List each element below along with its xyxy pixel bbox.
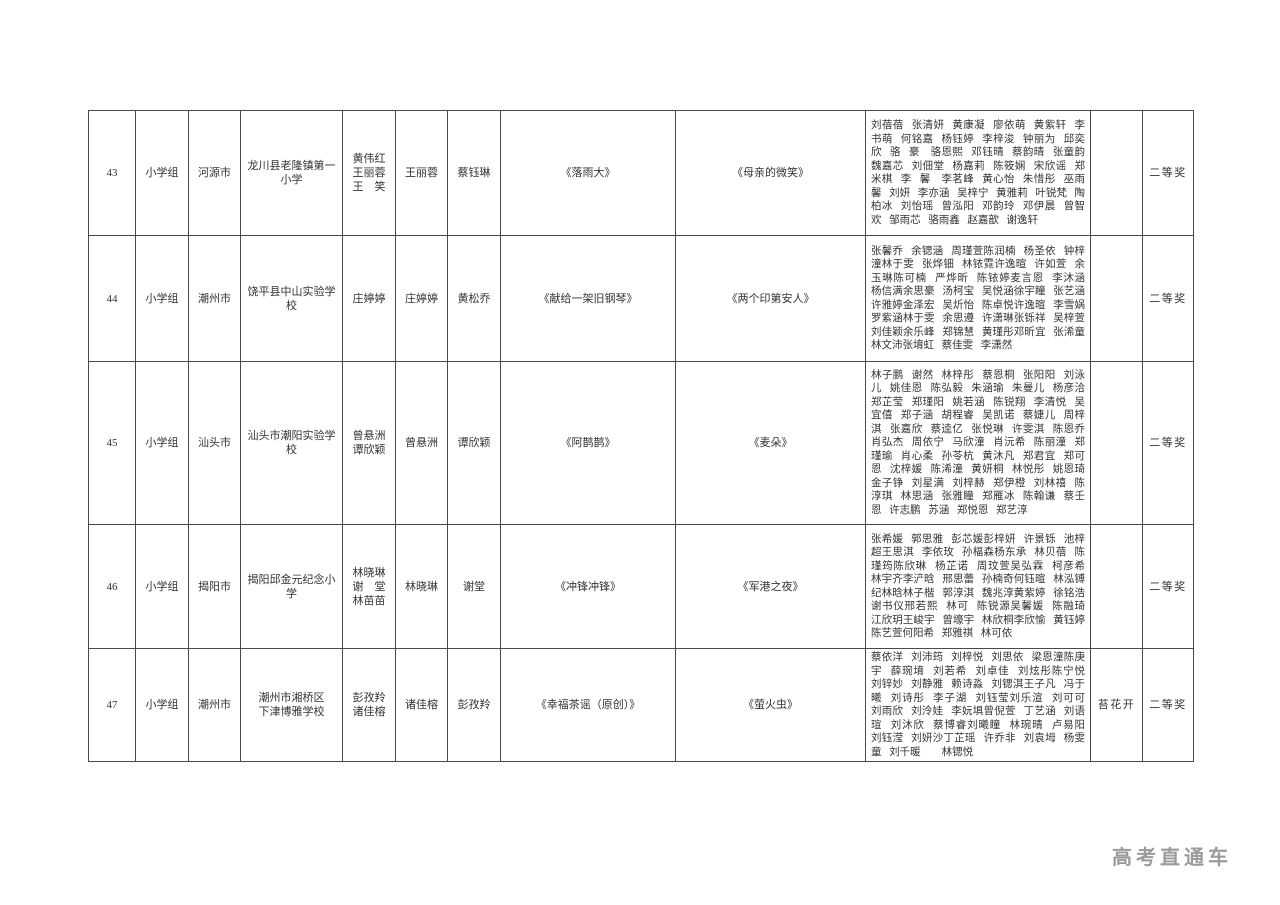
cell-number: 47 [88, 648, 136, 762]
cell-students: 张馨乔 余锶涵 周瑾萱陈润楠 杨圣依 钟梓潼林于雯 张烨钿 林铱霓许逸暄 许如萱… [865, 235, 1091, 362]
cell-note [1090, 361, 1143, 525]
cell-conductor: 林晓琳 [395, 524, 448, 649]
cell-school: 潮州市湘桥区 下津博雅学校 [240, 648, 343, 762]
cell-group: 小学组 [135, 361, 189, 525]
cell-city: 河源市 [188, 110, 241, 236]
cell-conductor: 诸佳榕 [395, 648, 448, 762]
cell-students: 林子鹏 谢然 林梓彤 蔡恩桐 张阳阳 刘泳儿 姚佳恩 陈弘毅 朱涵瑜 朱曼儿 杨… [865, 361, 1091, 525]
cell-note [1090, 110, 1143, 236]
cell-teachers: 林晓琳 谢 堂 林苗苗 [342, 524, 396, 649]
cell-accompanist: 彭孜羚 [447, 648, 501, 762]
cell-teachers: 曾悬洲 谭欣颖 [342, 361, 396, 525]
cell-song2: 《萤火虫》 [675, 648, 866, 762]
cell-song2: 《两个印第安人》 [675, 235, 866, 362]
cell-song2: 《军港之夜》 [675, 524, 866, 649]
cell-award: 二等奖 [1142, 110, 1194, 236]
cell-award: 二等奖 [1142, 361, 1194, 525]
table-row: 43 小学组 河源市 龙川县老隆镇第一 小学 黄伟红 王丽蓉 王 笑 王丽蓉 蔡… [88, 110, 1194, 236]
cell-note [1090, 235, 1143, 362]
cell-school: 揭阳邱金元纪念小 学 [240, 524, 343, 649]
cell-song1: 《幸福茶谣（原创）》 [500, 648, 676, 762]
table-row: 47 小学组 潮州市 潮州市湘桥区 下津博雅学校 彭孜羚 诸佳榕 诸佳榕 彭孜羚… [88, 648, 1194, 762]
cell-group: 小学组 [135, 235, 189, 362]
cell-conductor: 曾悬洲 [395, 361, 448, 525]
cell-city: 揭阳市 [188, 524, 241, 649]
cell-song1: 《献给一架旧钢琴》 [500, 235, 676, 362]
cell-song2: 《麦朵》 [675, 361, 866, 525]
cell-note: 苔花开 [1090, 648, 1143, 762]
cell-students: 刘蓓蓓 张清妍 黄康凝 廖依萌 黄紫轩 李书萌 何铭嘉 杨钰婷 李梓浚 钟丽为 … [865, 110, 1091, 236]
cell-teachers: 黄伟红 王丽蓉 王 笑 [342, 110, 396, 236]
cell-award: 二等奖 [1142, 235, 1194, 362]
cell-students: 张希媛 郭思雅 彭芯媛彭梓妍 许景铄 池梓超王思淇 李依玫 孙楅森杨东承 林贝蓓… [865, 524, 1091, 649]
cell-number: 43 [88, 110, 136, 236]
table-row: 44 小学组 潮州市 饶平县中山实验学 校 庄婷婷 庄婷婷 黄松乔 《献给一架旧… [88, 235, 1194, 362]
cell-song2: 《母亲的微笑》 [675, 110, 866, 236]
cell-city: 潮州市 [188, 235, 241, 362]
cell-award: 二等奖 [1142, 524, 1194, 649]
cell-number: 46 [88, 524, 136, 649]
cell-number: 45 [88, 361, 136, 525]
cell-city: 汕头市 [188, 361, 241, 525]
cell-group: 小学组 [135, 524, 189, 649]
cell-award: 二等奖 [1142, 648, 1194, 762]
cell-school: 汕头市潮阳实验学 校 [240, 361, 343, 525]
cell-teachers: 庄婷婷 [342, 235, 396, 362]
cell-conductor: 庄婷婷 [395, 235, 448, 362]
cell-accompanist: 黄松乔 [447, 235, 501, 362]
cell-students: 蔡依洋 刘沛筠 刘梓悦 刘思依 梁恩潼陈庚宇 薛琬堉 刘若希 刘卓佳 刘炫彤陈宁… [865, 648, 1091, 762]
watermark: 高考直通车 [1112, 847, 1232, 869]
cell-group: 小学组 [135, 648, 189, 762]
cell-note [1090, 524, 1143, 649]
cell-group: 小学组 [135, 110, 189, 236]
cell-accompanist: 谭欣颖 [447, 361, 501, 525]
cell-song1: 《落雨大》 [500, 110, 676, 236]
cell-school: 饶平县中山实验学 校 [240, 235, 343, 362]
cell-conductor: 王丽蓉 [395, 110, 448, 236]
cell-song1: 《冲锋冲锋》 [500, 524, 676, 649]
table-row: 46 小学组 揭阳市 揭阳邱金元纪念小 学 林晓琳 谢 堂 林苗苗 林晓琳 谢堂… [88, 524, 1194, 649]
cell-city: 潮州市 [188, 648, 241, 762]
award-table: 43 小学组 河源市 龙川县老隆镇第一 小学 黄伟红 王丽蓉 王 笑 王丽蓉 蔡… [88, 110, 1194, 762]
cell-number: 44 [88, 235, 136, 362]
cell-teachers: 彭孜羚 诸佳榕 [342, 648, 396, 762]
cell-accompanist: 谢堂 [447, 524, 501, 649]
table-row: 45 小学组 汕头市 汕头市潮阳实验学 校 曾悬洲 谭欣颖 曾悬洲 谭欣颖 《阿… [88, 361, 1194, 525]
cell-school: 龙川县老隆镇第一 小学 [240, 110, 343, 236]
cell-song1: 《阿鹊鹊》 [500, 361, 676, 525]
cell-accompanist: 蔡钰琳 [447, 110, 501, 236]
